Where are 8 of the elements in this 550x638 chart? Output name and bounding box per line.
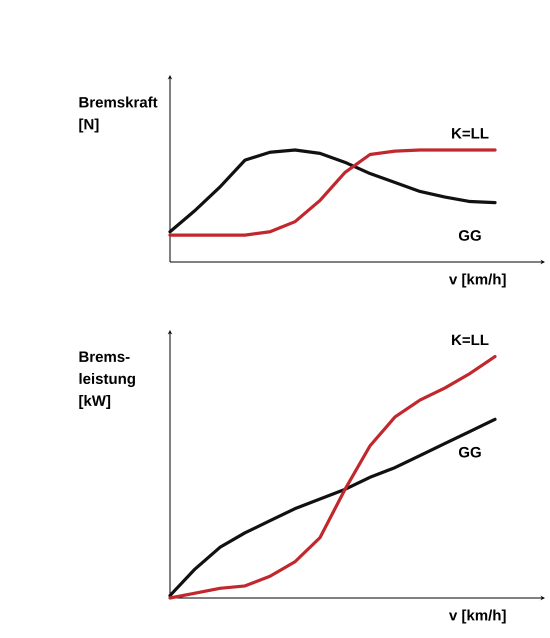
- series-label: GG: [458, 230, 481, 241]
- y-axis-title: Bremskraft [N]: [79, 96, 158, 133]
- x-axis-title: v [km/h]: [449, 274, 506, 288]
- y-axis-title: Brems-leistung [kW]: [79, 352, 135, 409]
- x-axis-title: v [km/h]: [449, 610, 506, 624]
- series-label: K=LL: [452, 334, 488, 346]
- series-label: GG: [458, 446, 481, 458]
- series-label: K=LL: [452, 128, 488, 138]
